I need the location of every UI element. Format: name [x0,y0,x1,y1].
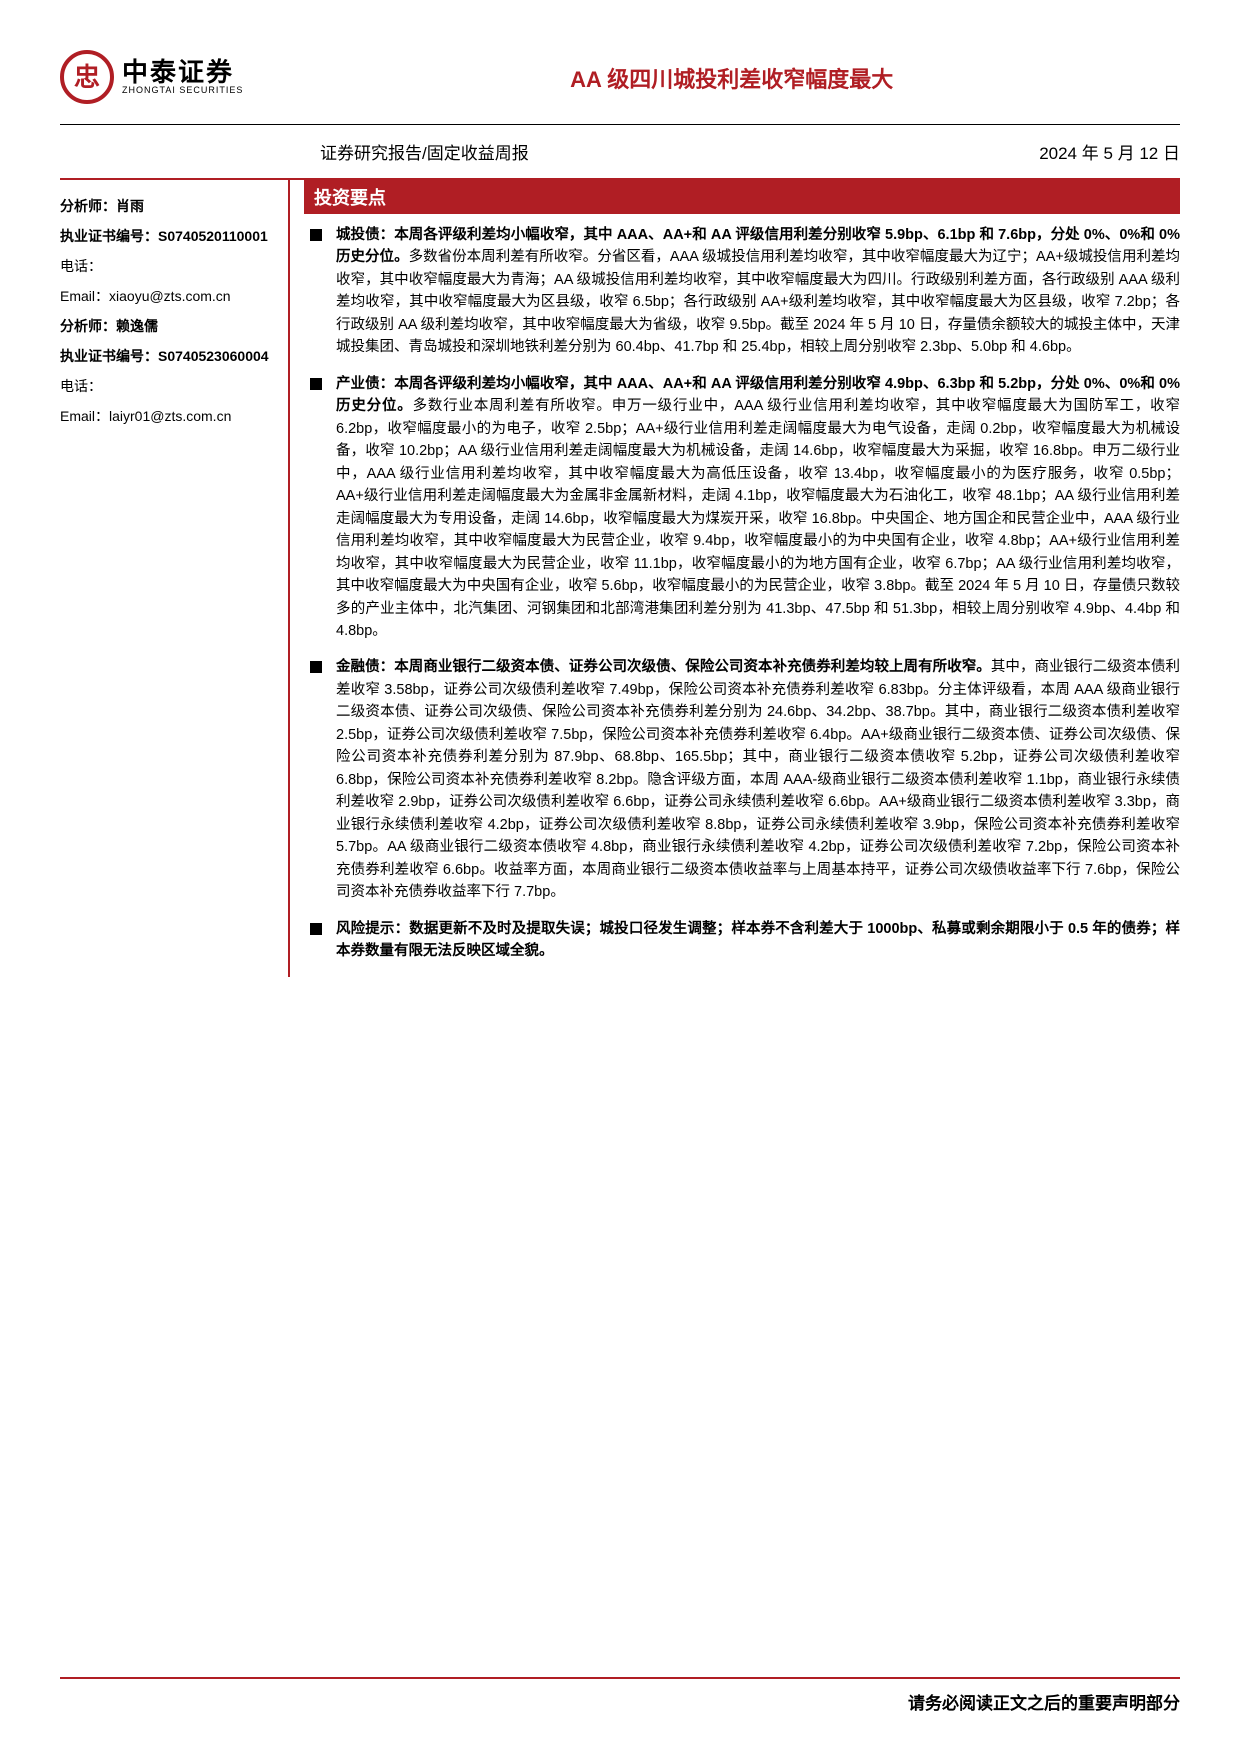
bullet-body: 多数省份本周利差有所收窄。分省区看，AAA 级城投信用利差均收窄，其中收窄幅度最… [336,249,1180,355]
bullet-marker-icon [310,661,322,673]
bullet-text: 风险提示：数据更新不及时及提取失误；城投口径发生调整；样本券不含利差大于 100… [336,918,1180,963]
sidebar-row: 电话： [60,252,278,280]
logo: 忠 中泰证券 ZHONGTAI SECURITIES [60,50,243,104]
bullet-marker-icon [310,923,322,935]
report-date: 2024 年 5 月 12 日 [1039,139,1180,164]
bullet-text: 产业债：本周各评级利差均小幅收窄，其中 AAA、AA+和 AA 评级信用利差分别… [336,373,1180,643]
bullet-lead: 风险提示：数据更新不及时及提取失误；城投口径发生调整；样本券不含利差大于 100… [336,921,1180,959]
bullet-body: 其中，商业银行二级资本债利差收窄 3.58bp，证券公司次级债利差收窄 7.49… [336,659,1180,900]
bullet-body: 多数行业本周利差有所收窄。申万一级行业中，AAA 级行业信用利差均收窄，其中收窄… [336,398,1180,639]
sidebar: 分析师：肖雨执业证书编号：S0740520110001电话：Email：xiao… [60,180,290,977]
sidebar-row: 分析师：肖雨 [60,192,278,220]
sidebar-row: Email：laiyr01@zts.com.cn [60,402,278,430]
logo-glyph: 忠 [74,64,100,90]
content: 投资要点 城投债：本周各评级利差均小幅收窄，其中 AAA、AA+和 AA 评级信… [290,180,1180,977]
brand-en: ZHONGTAI SECURITIES [122,86,243,96]
bullet-item: 金融债：本周商业银行二级资本债、证券公司次级债、保险公司资本补充债券利差均较上周… [304,656,1180,903]
sidebar-row: 电话： [60,372,278,400]
bullet-text: 城投债：本周各评级利差均小幅收窄，其中 AAA、AA+和 AA 评级信用利差分别… [336,224,1180,359]
sidebar-row: 分析师：赖逸儒 [60,312,278,340]
bullet-lead: 金融债：本周商业银行二级资本债、证券公司次级债、保险公司资本补充债券利差均较上周… [336,659,991,675]
bullet-item: 产业债：本周各评级利差均小幅收窄，其中 AAA、AA+和 AA 评级信用利差分别… [304,373,1180,643]
bullet-list: 城投债：本周各评级利差均小幅收窄，其中 AAA、AA+和 AA 评级信用利差分别… [304,224,1180,963]
report-category: 证券研究报告/固定收益周报 [320,139,529,164]
main: 分析师：肖雨执业证书编号：S0740520110001电话：Email：xiao… [60,180,1180,977]
sidebar-row: 执业证书编号：S0740520110001 [60,222,278,250]
bullet-item: 风险提示：数据更新不及时及提取失误；城投口径发生调整；样本券不含利差大于 100… [304,918,1180,963]
subheader: 证券研究报告/固定收益周报 2024 年 5 月 12 日 [60,124,1180,180]
section-title: 投资要点 [304,180,1180,214]
brand-cn: 中泰证券 [122,58,243,87]
footer-disclaimer: 请务必阅读正文之后的重要声明部分 [60,1677,1180,1714]
bullet-item: 城投债：本周各评级利差均小幅收窄，其中 AAA、AA+和 AA 评级信用利差分别… [304,224,1180,359]
logo-icon: 忠 [60,50,114,104]
bullet-marker-icon [310,378,322,390]
sidebar-row: Email：xiaoyu@zts.com.cn [60,282,278,310]
bullet-marker-icon [310,229,322,241]
logo-text: 中泰证券 ZHONGTAI SECURITIES [122,58,243,96]
bullet-text: 金融债：本周商业银行二级资本债、证券公司次级债、保险公司资本补充债券利差均较上周… [336,656,1180,903]
header: 忠 中泰证券 ZHONGTAI SECURITIES AA 级四川城投利差收窄幅… [60,50,1180,104]
sidebar-row: 执业证书编号：S0740523060004 [60,342,278,370]
page-title: AA 级四川城投利差收窄幅度最大 [243,50,1180,94]
